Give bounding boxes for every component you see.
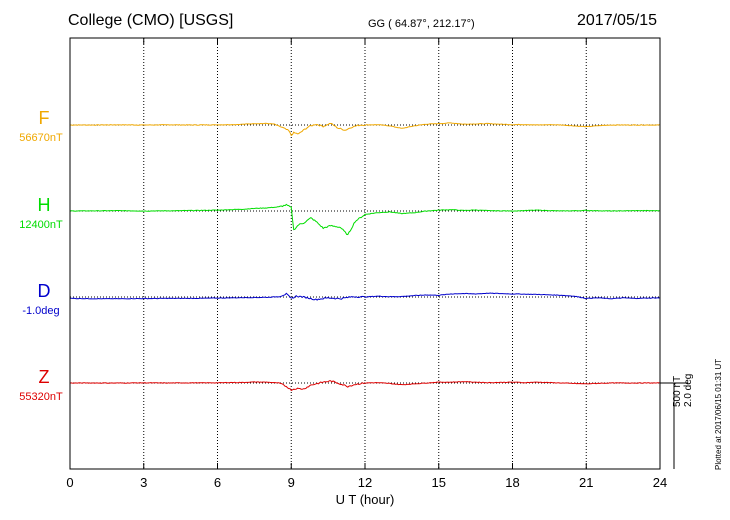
series-line-H — [69, 203, 661, 236]
x-tick-label-9: 9 — [288, 475, 295, 490]
scale-label-deg: 2.0 deg — [683, 373, 694, 407]
series-line-F — [70, 122, 661, 137]
series-label-Z: Z — [38, 367, 50, 387]
x-tick-label-3: 3 — [140, 475, 147, 490]
series-label-F: F — [38, 108, 50, 128]
scale-label-nt: 500 nT — [672, 375, 683, 407]
x-tick-label-15: 15 — [432, 475, 446, 490]
plotted-timestamp: Plotted at 2017/06/15 01:31 UT — [714, 358, 723, 470]
date-label: 2017/05/15 — [577, 12, 658, 29]
series-line-D — [69, 292, 661, 301]
series-lines — [69, 122, 661, 392]
scale-label: 500 nT 2.0 deg — [672, 374, 694, 407]
station-title: College (CMO) [USGS] — [68, 12, 234, 29]
baseline-value-H: 12400nT — [19, 219, 63, 231]
geographic-coordinates: GG ( 64.87°, 212.17°) — [368, 18, 475, 30]
x-axis-ticks: 0 3 6 9 12 15 18 21 24 — [66, 38, 667, 490]
series-line-Z — [69, 380, 661, 392]
x-tick-label-24: 24 — [653, 475, 667, 490]
baseline-value-F: 56670nT — [19, 132, 63, 144]
x-axis-label: U T (hour) — [335, 492, 395, 507]
baseline-value-Z: 55320nT — [19, 391, 63, 403]
grid — [143, 38, 587, 469]
baseline-value-D: -1.0deg — [22, 305, 60, 317]
x-tick-label-12: 12 — [358, 475, 372, 490]
x-tick-label-21: 21 — [579, 475, 593, 490]
series-label-D: D — [37, 281, 51, 301]
scale-bar — [660, 382, 688, 469]
x-tick-label-6: 6 — [214, 475, 221, 490]
series-label-H: H — [37, 195, 51, 215]
x-tick-label-0: 0 — [66, 475, 73, 490]
x-tick-label-18: 18 — [505, 475, 519, 490]
